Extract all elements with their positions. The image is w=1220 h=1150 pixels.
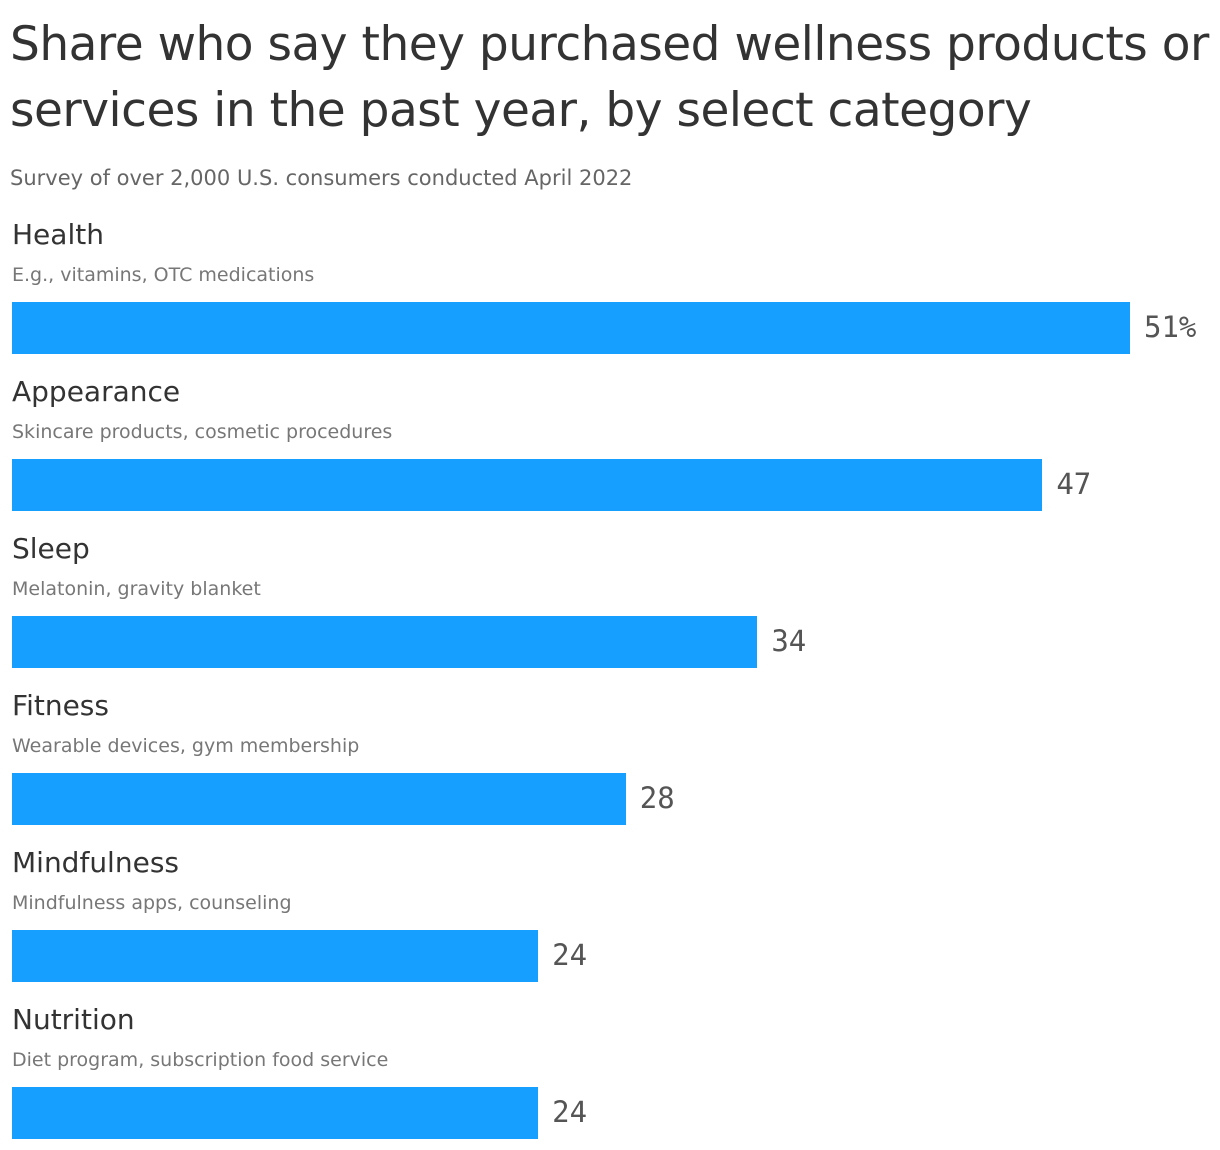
category-label: Mindfulness [12,846,179,879]
category-note: E.g., vitamins, OTC medications [12,264,315,286]
value-label: 47 [1056,467,1092,501]
value-label: 34 [771,624,807,658]
category-label: Appearance [12,375,181,408]
chart-title: Share who say they purchased wellness pr… [10,17,1209,138]
bar [12,616,758,668]
value-label: 24 [552,1095,588,1129]
category-label: Nutrition [12,1003,135,1036]
bar [12,1087,539,1139]
chart-subtitle: Survey of over 2,000 U.S. consumers cond… [10,166,633,190]
category-note: Skincare products, cosmetic procedures [12,421,393,443]
value-label: 28 [639,781,675,815]
category-note: Mindfulness apps, counseling [12,892,292,914]
bar [12,459,1043,511]
category-label: Sleep [12,532,90,565]
category-label: Health [12,218,104,251]
category-note: Melatonin, gravity blanket [12,578,261,600]
category-note: Diet program, subscription food service [12,1049,389,1071]
value-label: 24 [552,938,588,972]
value-label: 51% [1144,310,1197,344]
bar [12,302,1130,354]
bar [12,773,626,825]
category-label: Fitness [12,689,109,722]
category-note: Wearable devices, gym membership [12,735,360,757]
bar [12,930,539,982]
